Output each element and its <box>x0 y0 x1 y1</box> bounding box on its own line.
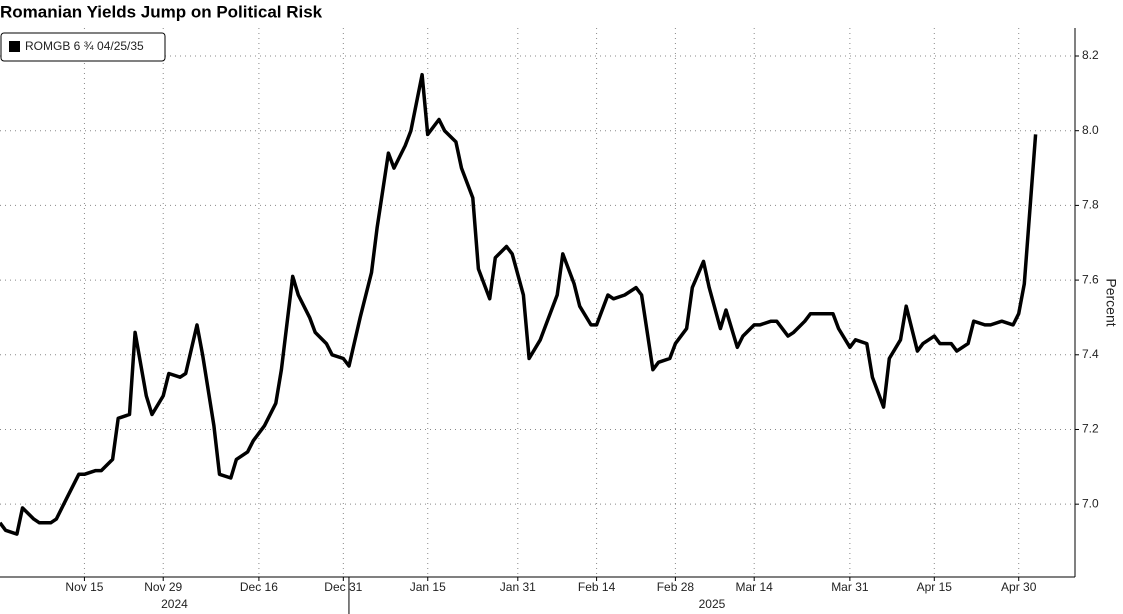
y-axis-label: Percent <box>1103 278 1119 326</box>
legend-label: ROMGB 6 ¾ 04/25/35 <box>25 39 144 53</box>
x-tick-label: Mar 14 <box>736 580 774 594</box>
x-tick-label: Nov 15 <box>65 580 103 594</box>
y-tick-label: 8.0 <box>1082 123 1099 137</box>
x-tick-label: Jan 31 <box>500 580 536 594</box>
y-tick-label: 7.2 <box>1082 422 1099 436</box>
x-tick-label: Feb 14 <box>578 580 616 594</box>
year-label: 2025 <box>699 597 726 611</box>
x-tick-label: Jan 15 <box>410 580 446 594</box>
y-tick-label: 8.2 <box>1082 48 1099 62</box>
y-tick-label: 7.6 <box>1082 272 1099 286</box>
x-tick-label: Nov 29 <box>144 580 182 594</box>
x-tick-label: Dec 16 <box>240 580 278 594</box>
legend-box <box>0 32 166 62</box>
legend-swatch <box>9 41 20 52</box>
chart-title: Romanian Yields Jump on Political Risk <box>0 2 323 21</box>
x-tick-label: Apr 30 <box>1001 580 1037 594</box>
x-tick-label: Dec 31 <box>324 580 362 594</box>
x-tick-label: Apr 15 <box>917 580 953 594</box>
y-tick-label: 7.4 <box>1082 347 1099 361</box>
x-tick-label: Mar 31 <box>831 580 869 594</box>
series-line <box>0 72 1038 536</box>
y-tick-label: 7.8 <box>1082 198 1099 212</box>
y-tick-label: 7.0 <box>1082 496 1099 510</box>
x-tick-label: Feb 28 <box>657 580 695 594</box>
year-label: 2024 <box>161 597 188 611</box>
